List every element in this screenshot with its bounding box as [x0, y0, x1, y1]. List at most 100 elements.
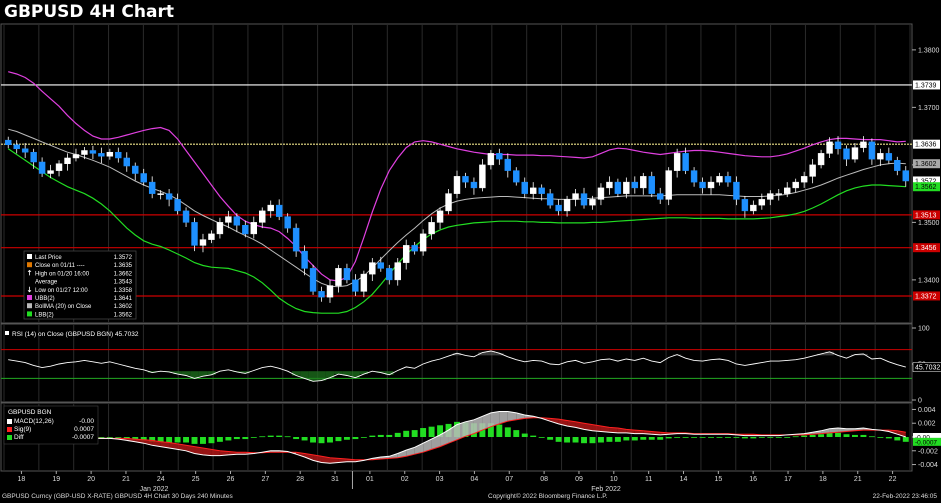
candle: [546, 189, 554, 209]
candle-body: [894, 160, 901, 171]
x-tick-label: 08: [540, 476, 548, 483]
candle-body: [98, 153, 105, 157]
macd-diff-bar: [420, 428, 427, 437]
candle: [682, 147, 689, 175]
price-badge: 1.3602: [913, 159, 940, 169]
candle: [784, 182, 791, 198]
rsi-low-fill: [351, 371, 360, 378]
candle: [614, 178, 622, 198]
macd-diff-bar: [157, 437, 164, 442]
candle-body: [597, 187, 605, 200]
candle-body: [21, 148, 29, 153]
candle: [716, 172, 723, 186]
legend-value: 1.3641: [114, 296, 133, 302]
macd-diff-bar: [233, 437, 240, 440]
legend-value: 1.3562: [114, 312, 133, 318]
macd-signal-band: [829, 428, 839, 433]
x-tick-label: 04: [471, 476, 479, 483]
candle: [462, 172, 469, 188]
macd-legend-entry: Sig(9) 0.0007: [7, 426, 94, 433]
candle: [352, 274, 359, 296]
macd-y-tick-label: -0.002: [918, 448, 938, 455]
candle-body: [157, 193, 164, 195]
macd-diff-bar: [614, 437, 621, 442]
rsi-low-fill: [190, 371, 199, 379]
y-tick-label: 1.3800: [918, 47, 940, 54]
rsi-high-fill: [452, 353, 462, 356]
candle-body: [419, 233, 427, 252]
macd-diff-bar: [335, 437, 342, 442]
price-badge-label: 1.3739: [915, 82, 937, 89]
candle-body: [369, 262, 376, 275]
rsi-high-fill: [825, 351, 834, 356]
candle-body: [775, 193, 782, 195]
x-tick-label: 14: [680, 476, 688, 483]
macd-legend-swatch: [7, 435, 12, 440]
price-badge-bg: [913, 291, 940, 301]
rsi-badge-bg: [912, 362, 941, 372]
macd-y-tick-label: -0.004: [918, 462, 938, 469]
candle-body: [513, 170, 520, 183]
legend-value: 1.3358: [114, 288, 133, 294]
x-tick-label: 26: [227, 476, 235, 483]
candle-body: [148, 181, 156, 194]
legend-swatch: [27, 303, 32, 309]
candle-body: [690, 170, 698, 183]
candle-body: [216, 222, 224, 235]
rsi-low-fill: [207, 371, 216, 375]
macd-legend-value: 0.0007: [74, 426, 94, 433]
rsi-high-fill: [495, 353, 504, 356]
candle: [487, 149, 495, 170]
candle-body: [106, 151, 114, 157]
macd-signal-band: [490, 411, 500, 427]
candle-body: [445, 193, 452, 212]
candle-body: [386, 268, 393, 281]
candle-body: [733, 181, 740, 200]
macd-legend-value: -0.00: [79, 418, 94, 425]
candle: [648, 171, 655, 198]
candle: [758, 193, 766, 210]
x-tick-label: 19: [52, 476, 60, 483]
macd-diff-bar: [716, 437, 723, 438]
candle: [470, 177, 478, 195]
candle: [817, 149, 825, 169]
macd-diff-bar: [428, 426, 435, 437]
candle-body: [64, 157, 71, 164]
candle: [775, 189, 782, 201]
macd-legend-label: Sig(9): [14, 426, 31, 433]
candle-body: [250, 222, 257, 235]
candle: [707, 176, 715, 195]
candle: [868, 138, 876, 165]
candle-body: [411, 245, 418, 252]
macd-signal-band: [194, 446, 203, 455]
macd-diff-bar: [98, 437, 105, 438]
macd-diff-bar: [386, 434, 393, 437]
macd-diff-bar: [403, 430, 410, 437]
candle: [301, 245, 308, 276]
candle: [572, 189, 579, 207]
candle: [275, 199, 283, 221]
candle: [800, 171, 808, 188]
candle: [30, 148, 37, 169]
macd-diff-bar: [377, 434, 384, 437]
rsi-low-fill: [342, 371, 352, 376]
x-tick-label: 18: [819, 476, 827, 483]
candle: [292, 223, 300, 257]
candle: [225, 210, 232, 229]
candle: [538, 184, 545, 201]
legend-swatch: [27, 295, 32, 300]
price-badge: 1.3636: [913, 139, 940, 149]
candle-body: [174, 199, 181, 212]
macd-diff-bar: [394, 432, 401, 437]
candle-body: [284, 216, 291, 229]
candle: [360, 270, 368, 298]
candle: [250, 216, 257, 239]
price-badge-bg: [913, 243, 940, 253]
legend-entry: BollMA (20) on Close 1.3602: [27, 303, 133, 310]
candle-body: [665, 170, 672, 200]
candle: [504, 153, 512, 178]
legend-entry: High on 01/20 16:00 1.3662: [27, 269, 133, 277]
price-badge-label: 1.3636: [915, 142, 937, 149]
x-tick-label: 09: [575, 476, 583, 483]
macd-signal-band: [567, 420, 576, 428]
